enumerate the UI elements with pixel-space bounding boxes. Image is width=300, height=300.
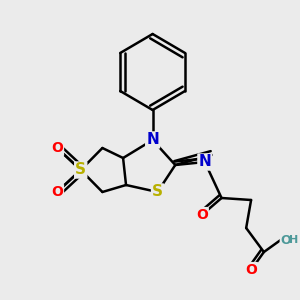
- Text: O: O: [51, 185, 63, 199]
- Text: S: S: [152, 184, 163, 200]
- Text: N: N: [198, 154, 211, 169]
- Text: H: H: [290, 235, 299, 245]
- Text: O: O: [51, 141, 63, 155]
- Text: S: S: [75, 163, 86, 178]
- Text: O: O: [196, 208, 208, 222]
- Text: N: N: [146, 133, 159, 148]
- Text: O: O: [280, 233, 291, 247]
- Text: O: O: [245, 263, 257, 277]
